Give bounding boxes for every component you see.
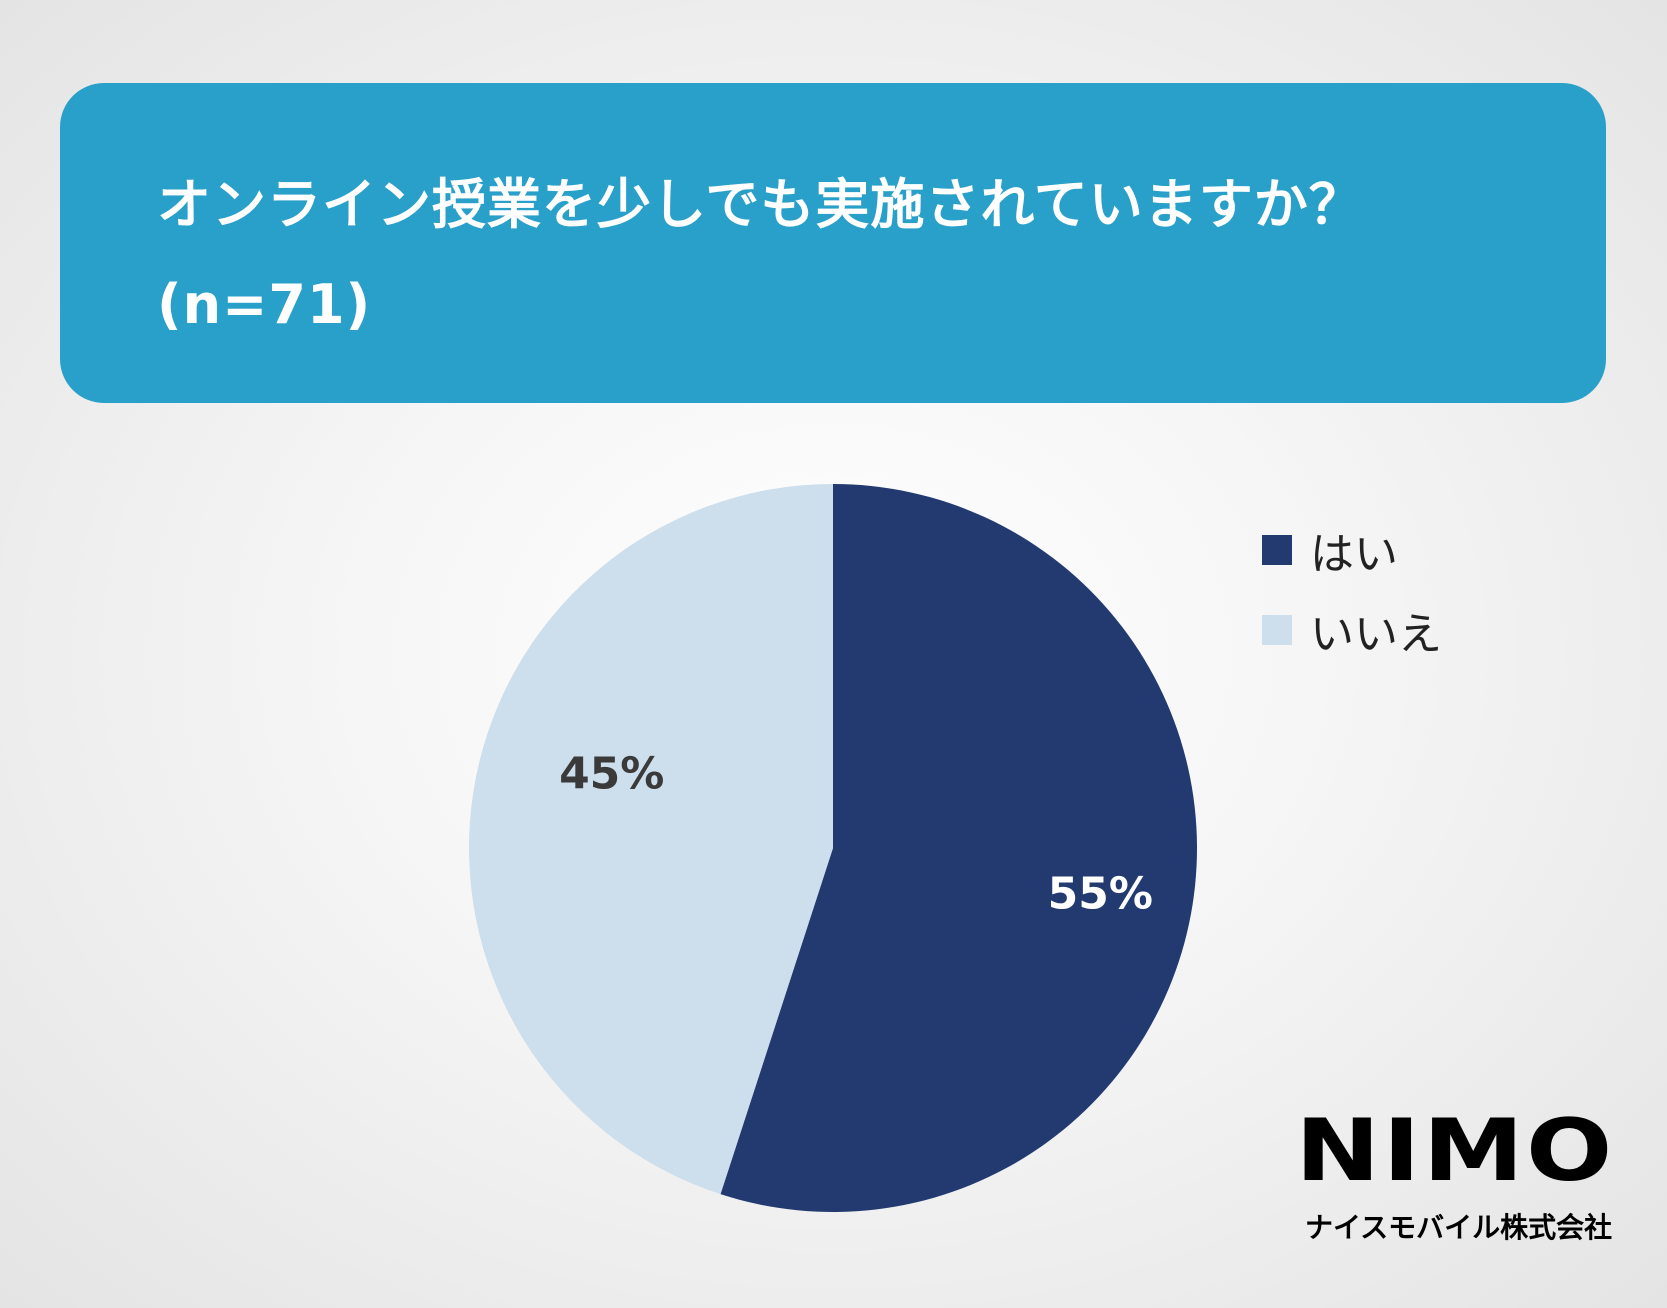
pie-slice-yes (720, 484, 1197, 1212)
chart-sample-size: (n=71) (157, 273, 372, 336)
pie-slice-no (468, 484, 833, 1195)
legend-item-yes: はい (1262, 510, 1442, 590)
pie-label-no: 45% (559, 749, 664, 800)
legend-label-no: いいえ (1310, 609, 1442, 660)
brand-block: NIMO ナイスモバイル株式会社 (1295, 1108, 1613, 1246)
chart-legend: はい いいえ (1262, 510, 1442, 670)
chart-title: オンライン授業を少しでも実施されていますか？ (157, 173, 1364, 236)
legend-label-yes: はい (1310, 529, 1398, 580)
brand-company-name: ナイスモバイル株式会社 (1305, 1211, 1613, 1244)
legend-swatch-yes (1262, 535, 1292, 565)
chart-title-box: オンライン授業を少しでも実施されていますか？ (n=71) (60, 83, 1606, 403)
pie-label-yes: 55% (1048, 868, 1153, 919)
legend-item-no: いいえ (1262, 590, 1442, 670)
legend-swatch-no (1262, 615, 1292, 645)
brand-logo: NIMO (1295, 1101, 1615, 1201)
